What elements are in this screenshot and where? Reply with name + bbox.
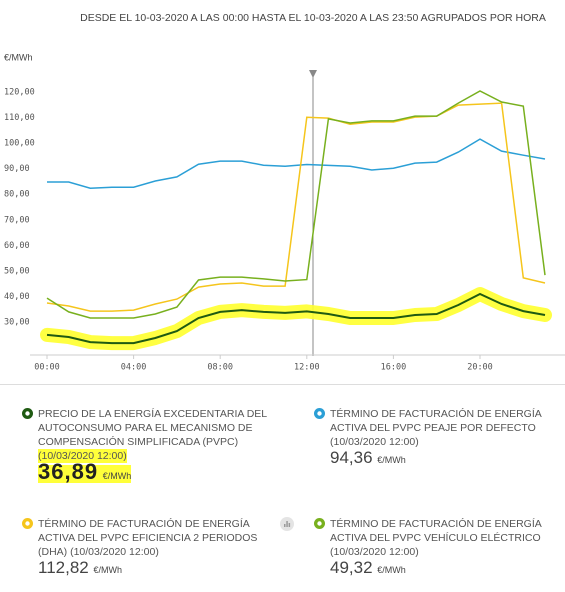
readout-unit: €/MWh	[377, 565, 406, 575]
legend-item: TÉRMINO DE FACTURACIÓN DE ENERGÍA ACTIVA…	[314, 407, 545, 467]
readout-value: 49,32	[330, 558, 373, 577]
readout-unit: €/MWh	[102, 471, 132, 481]
readout-unit: €/MWh	[93, 565, 122, 575]
readout-unit: €/MWh	[377, 455, 406, 465]
legend-label: TÉRMINO DE FACTURACIÓN DE ENERGÍA ACTIVA…	[38, 518, 258, 558]
readout: 94,36 €/MWh	[330, 448, 406, 467]
y-tick-label: 30,00	[4, 318, 30, 328]
y-tick-label: 100,00	[4, 139, 35, 149]
legend-item: PRECIO DE LA ENERGÍA EXCEDENTARIA DEL AU…	[22, 407, 278, 483]
legend-icon	[314, 408, 325, 419]
y-tick-label: 70,00	[4, 215, 30, 225]
y-tick-label: 80,00	[4, 190, 30, 200]
readout: 112,82 €/MWh	[38, 558, 122, 577]
y-tick-label: 40,00	[4, 292, 30, 302]
readout-value: 94,36	[330, 448, 373, 467]
readout-date: (10/03/2020 12:00)	[70, 546, 159, 558]
readout-value: 112,82	[38, 558, 89, 577]
readout: 49,32 €/MWh	[330, 558, 406, 577]
x-tick-label: 04:00	[121, 363, 147, 373]
x-tick-label: 20:00	[467, 363, 493, 373]
legend-label: TÉRMINO DE FACTURACIÓN DE ENERGÍA ACTIVA…	[330, 408, 542, 434]
y-axis-label: €/MWh	[4, 52, 33, 62]
readout-date: (10/03/2020 12:00)	[330, 436, 419, 448]
x-tick-label: 00:00	[34, 363, 60, 373]
y-tick-label: 60,00	[4, 241, 30, 251]
x-tick-label: 16:00	[381, 363, 407, 373]
chart-title: DESDE EL 10-03-2020 A LAS 00:00 HASTA EL…	[80, 12, 546, 24]
chart-icon[interactable]	[280, 517, 294, 531]
legend-item: TÉRMINO DE FACTURACIÓN DE ENERGÍA ACTIVA…	[314, 517, 545, 577]
y-tick-label: 50,00	[4, 266, 30, 276]
legend-label: PRECIO DE LA ENERGÍA EXCEDENTARIA DEL AU…	[38, 408, 267, 448]
legend-label: TÉRMINO DE FACTURACIÓN DE ENERGÍA ACTIVA…	[330, 518, 542, 544]
y-tick-label: 120,00	[4, 87, 35, 97]
info-panel: PRECIO DE LA ENERGÍA EXCEDENTARIA DEL AU…	[0, 384, 565, 592]
series-line	[46, 292, 546, 345]
legend-item: TÉRMINO DE FACTURACIÓN DE ENERGÍA ACTIVA…	[22, 517, 278, 577]
readout-date: (10/03/2020 12:00)	[330, 546, 419, 558]
x-tick-label: 12:00	[294, 363, 320, 373]
y-tick-label: 110,00	[4, 113, 35, 123]
legend-icon	[22, 408, 33, 419]
readout-value: 36,89	[38, 459, 99, 484]
readout-date: (10/03/2020 12:00)	[38, 449, 127, 463]
chart: DESDE EL 10-03-2020 A LAS 00:00 HASTA EL…	[4, 12, 565, 373]
y-tick-label: 90,00	[4, 164, 30, 174]
legend-icon	[314, 518, 325, 529]
series-line	[46, 90, 546, 319]
series-line	[46, 102, 546, 312]
legend-icon	[22, 518, 33, 529]
cursor-marker	[309, 70, 317, 78]
x-tick-label: 08:00	[207, 363, 233, 373]
readout: 36,89 €/MWh	[38, 461, 132, 483]
series-line	[47, 138, 546, 189]
